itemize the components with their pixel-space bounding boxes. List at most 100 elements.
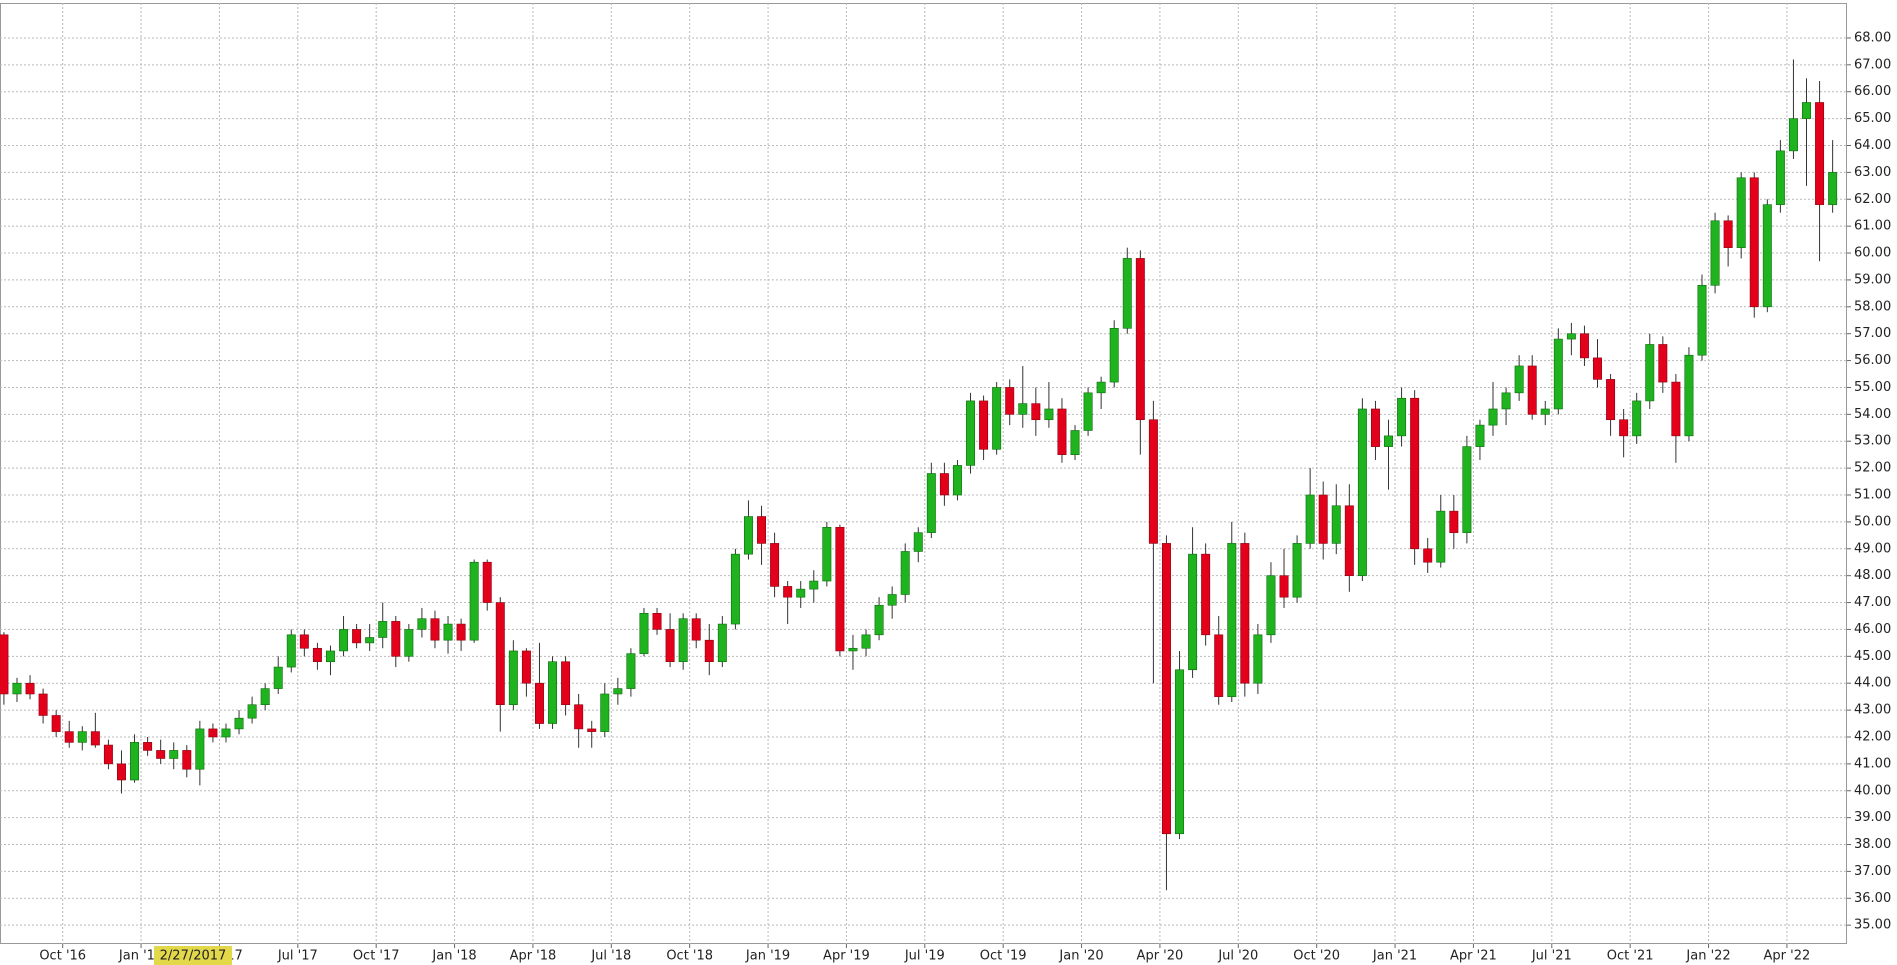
y-tick-label: 65.00 [1854,111,1891,126]
y-tick-label: 56.00 [1854,353,1891,368]
candle-body [574,704,584,730]
candle-body [1070,430,1080,455]
candle-body [1540,408,1550,415]
candle-body [404,629,414,657]
candle-body [639,613,649,654]
candle-body [508,650,518,706]
y-tick-label: 45.00 [1854,649,1891,664]
x-tick-label: Jan '20 [1058,949,1103,964]
y-tick-label: 41.00 [1854,756,1891,771]
candle-body [1018,403,1028,415]
candle-body [796,588,806,598]
candle-body [77,731,87,743]
y-tick-label: 64.00 [1854,138,1891,153]
candle-body [848,647,858,652]
candle-body [1749,177,1759,308]
x-tick-label: Jul '18 [590,949,631,964]
candle-body [835,526,845,652]
candle-body [1384,435,1393,447]
y-tick-label: 49.00 [1854,541,1891,556]
y-tick-label: 55.00 [1854,380,1891,395]
x-tick-label: Oct '19 [980,949,1027,964]
candle-body [25,682,35,695]
candle-body [208,728,218,738]
candle-body [1462,446,1472,533]
candle-body [1815,102,1825,205]
x-tick-label: Jan '21 [1372,949,1417,964]
candle-body [1710,220,1720,286]
candle-body [1802,102,1811,119]
candle-body [130,742,140,781]
x-tick-label: Apr '18 [510,949,557,964]
candle-body [548,661,558,724]
y-tick-label: 59.00 [1854,272,1891,287]
y-tick-label: 54.00 [1854,407,1891,422]
candle-body [469,561,479,641]
x-tick-label: Jul '20 [1217,949,1258,964]
candle-body [1370,408,1380,447]
candle-body [626,653,636,689]
y-tick-label: 47.00 [1854,595,1891,610]
y-tick-label: 58.00 [1854,299,1891,314]
y-tick-label: 53.00 [1854,434,1891,449]
candle-body [1645,344,1655,402]
candle-body [1671,381,1681,437]
candle-body [757,516,767,544]
y-tick-label: 61.00 [1854,219,1891,234]
candle-body [1083,392,1093,431]
y-tick-label: 38.00 [1854,837,1891,852]
candle-body [1397,397,1407,437]
candle-body [665,629,675,662]
candle-body [391,621,401,657]
candle-body [1684,354,1694,437]
candle-body [809,580,819,590]
candle-body [247,704,257,719]
candle-body [534,682,544,724]
plot-area [0,3,1847,944]
crosshair: 2/27/2017 [154,946,232,965]
candle-body [521,650,531,684]
candle-body [352,629,362,644]
candle-body [1305,494,1315,544]
candle-body [90,731,100,746]
candle-body [952,465,962,496]
y-tick-label: 39.00 [1854,810,1891,825]
candle-body [783,586,793,598]
y-tick-label: 51.00 [1854,488,1891,503]
candle-body [1240,543,1250,684]
candle-body [1579,333,1589,359]
candle-body [1044,408,1054,421]
candle-body [743,516,753,555]
candle-body [1553,338,1563,410]
y-tick-label: 63.00 [1854,165,1891,180]
y-tick-label: 62.00 [1854,192,1891,207]
candle-body [939,473,949,496]
plot-frame [0,3,1847,944]
candle-body [1188,553,1198,671]
grid [0,3,1847,944]
candle-body [652,613,662,630]
candle-body [600,693,610,732]
y-tick-label: 40.00 [1854,783,1891,798]
candle-body [1161,543,1171,835]
candle-body [1175,669,1184,835]
x-tick-label: Jan '22 [1685,949,1730,964]
candle-body [913,532,923,552]
candle-body [1527,365,1537,415]
candle-body [1723,220,1733,248]
candle-body [887,594,897,606]
candle-body [1423,548,1433,563]
candle-body [1658,344,1668,383]
candle-body [51,715,61,732]
y-tick-label: 44.00 [1854,676,1891,691]
candle-body [1488,408,1498,426]
y-tick-label: 52.00 [1854,461,1891,476]
candle-body [1109,328,1119,383]
y-tick-label: 43.00 [1854,703,1891,718]
candle-body [286,634,296,668]
candle-body [1606,379,1616,421]
candle-body [378,621,388,638]
x-tick-label: Oct '20 [1293,949,1340,964]
candle-body [1475,424,1485,447]
